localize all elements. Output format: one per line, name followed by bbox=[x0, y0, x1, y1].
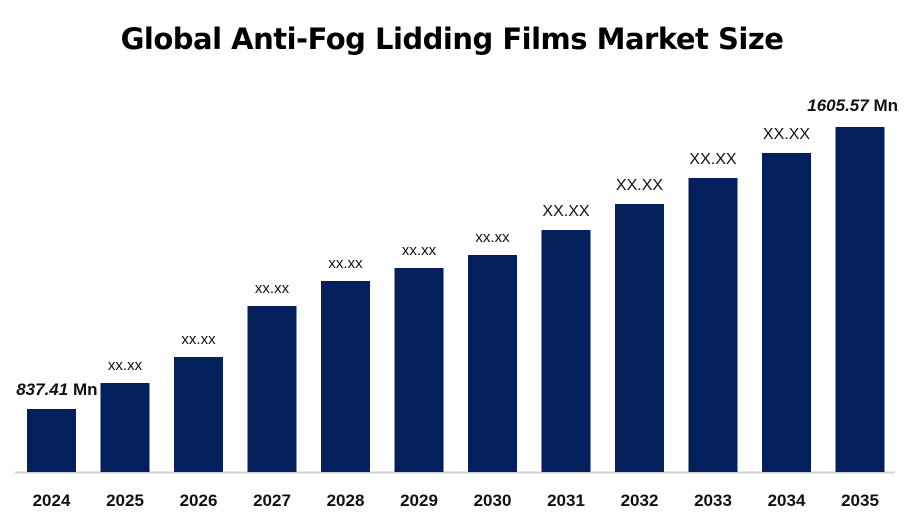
x-tick-label-2034: 2034 bbox=[768, 491, 806, 510]
data-label-2031: XX.XX bbox=[542, 203, 589, 220]
chart-title: Global Anti-Fog Lidding Films Market Siz… bbox=[120, 22, 784, 56]
x-tick-label-2033: 2033 bbox=[694, 491, 732, 510]
bar-2032 bbox=[615, 204, 664, 472]
x-tick-label-2027: 2027 bbox=[253, 491, 291, 510]
data-label-2034: XX.XX bbox=[763, 126, 810, 143]
bar-2028 bbox=[321, 280, 370, 472]
bar-2031 bbox=[541, 230, 591, 472]
data-label-2027: xx.xx bbox=[255, 280, 290, 297]
bar-2034 bbox=[762, 152, 811, 472]
data-label-2030: xx.xx bbox=[475, 229, 510, 246]
x-tick-label-2030: 2030 bbox=[474, 491, 512, 510]
bar-2027 bbox=[247, 305, 297, 472]
x-tick-label-2029: 2029 bbox=[400, 491, 438, 510]
x-tick-label-2025: 2025 bbox=[106, 491, 144, 510]
x-tick-label-2028: 2028 bbox=[327, 491, 365, 510]
data-label-2035: 1605.57 Mn bbox=[807, 96, 898, 115]
bar-2030 bbox=[468, 255, 517, 472]
x-tick-label-2026: 2026 bbox=[180, 491, 218, 510]
data-label-2028: xx.xx bbox=[328, 255, 363, 272]
bar-2026 bbox=[174, 356, 223, 472]
data-label-2024: 837.41 Mn bbox=[16, 380, 97, 399]
bar-2029 bbox=[394, 267, 444, 472]
bar-2025 bbox=[100, 383, 150, 472]
data-label-2033: XX.XX bbox=[689, 151, 736, 168]
x-tick-label-2024: 2024 bbox=[33, 491, 71, 510]
data-label-2025: xx.xx bbox=[108, 357, 143, 374]
x-tick-label-2032: 2032 bbox=[621, 491, 659, 510]
x-tick-label-2031: 2031 bbox=[547, 491, 585, 510]
data-label-2029: xx.xx bbox=[402, 242, 437, 259]
bar-2033 bbox=[688, 177, 738, 472]
data-label-2026: xx.xx bbox=[181, 331, 216, 348]
data-label-2032: XX.XX bbox=[616, 177, 663, 194]
x-tick-label-2035: 2035 bbox=[841, 491, 879, 510]
bar-2024 bbox=[27, 409, 76, 472]
bar-2035 bbox=[835, 127, 885, 472]
